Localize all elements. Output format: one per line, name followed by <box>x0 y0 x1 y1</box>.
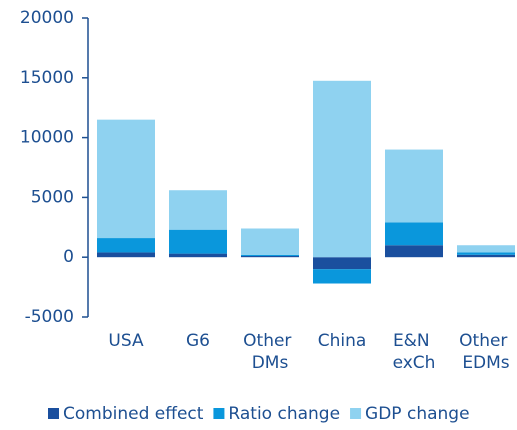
bar-segment <box>313 257 371 270</box>
bar-segment <box>457 245 515 253</box>
label-line: EDMs <box>462 353 509 373</box>
bar-segment <box>97 252 155 258</box>
bar-segment <box>169 190 227 230</box>
bar-segment <box>241 228 299 255</box>
x-tick-label: E&N exCh <box>393 331 436 373</box>
legend-swatch <box>213 408 225 419</box>
legend-label: GDP change <box>365 404 469 424</box>
bar-segment <box>385 222 443 246</box>
bar-segment <box>97 119 155 239</box>
legend-swatch <box>48 408 59 419</box>
label-line: exCh <box>393 353 436 373</box>
bar-segment <box>97 238 155 253</box>
legend-swatch <box>350 408 362 419</box>
bar-segment <box>457 254 515 258</box>
bar-segment <box>385 149 443 223</box>
bar-segment <box>241 254 299 257</box>
y-tick-label: 15000 <box>20 68 74 88</box>
bar-segment <box>457 252 515 255</box>
label-line: Other <box>459 331 513 351</box>
x-tick-label: USA <box>108 331 144 351</box>
bar-segment <box>313 80 371 258</box>
y-tick-label: 0 <box>63 247 74 267</box>
label-line: E&N <box>393 331 435 351</box>
label-line: DMs <box>252 353 289 373</box>
y-tick-label: 20000 <box>20 8 74 28</box>
x-tick-label: China <box>318 331 367 351</box>
label-line: China <box>318 331 367 351</box>
label-line: G6 <box>186 331 210 351</box>
x-tick-label: G6 <box>186 331 210 351</box>
bar-segment <box>169 253 227 258</box>
legend-label: Ratio change <box>228 404 340 424</box>
bar-segment <box>385 245 443 258</box>
label-line: Other <box>243 331 297 351</box>
bar-segment <box>169 229 227 254</box>
x-tick-label: Other DMs <box>243 331 297 373</box>
x-tick-label: Other EDMs <box>459 331 513 373</box>
bar-segment <box>241 256 299 258</box>
y-tick-label: -5000 <box>25 307 74 327</box>
label-line: USA <box>108 331 144 351</box>
y-tick-label: 5000 <box>31 187 74 207</box>
y-tick-label: 10000 <box>20 128 74 148</box>
legend-label: Combined effect <box>63 404 204 424</box>
bar-segment <box>313 269 371 284</box>
